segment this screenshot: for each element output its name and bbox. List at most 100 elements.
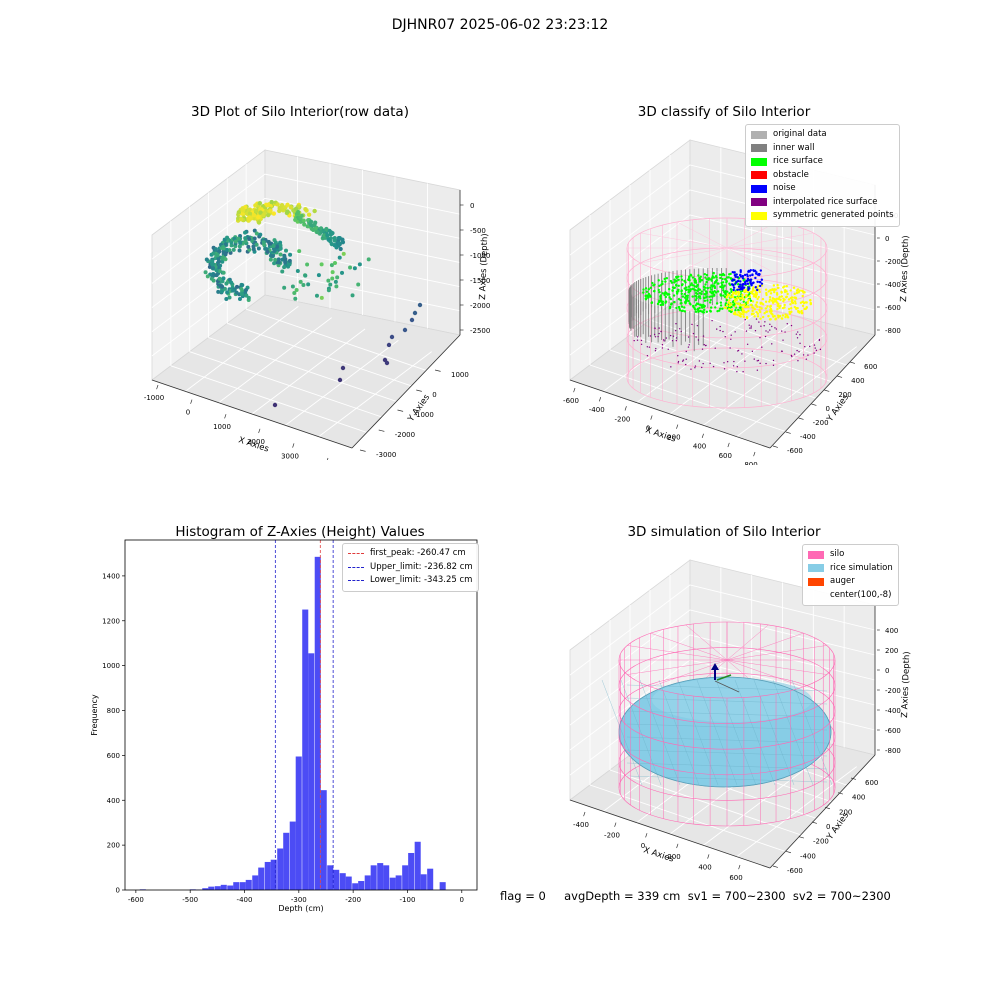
rice-surface-point xyxy=(697,310,700,313)
data-point xyxy=(324,226,329,232)
auger-line xyxy=(714,680,740,693)
symmetric-point xyxy=(733,299,737,303)
data-point xyxy=(229,280,234,285)
silo-roof-spoke xyxy=(650,632,728,661)
rice-surface-point xyxy=(721,277,724,281)
data-point xyxy=(326,237,331,242)
interpolated-point xyxy=(754,330,757,332)
rice-surface-point xyxy=(696,283,699,287)
symmetric-point xyxy=(777,302,780,306)
symmetric-point xyxy=(753,308,756,311)
panel1-y-tick-label: 0 xyxy=(432,391,436,399)
legend-entry: rice simulation xyxy=(808,562,893,576)
data-point xyxy=(265,249,270,254)
interpolated-point xyxy=(658,332,660,335)
rice-surface-point xyxy=(668,306,672,310)
rice-surface-point xyxy=(675,306,678,310)
rice-surface-point xyxy=(693,285,696,288)
x-axis-line xyxy=(151,379,353,449)
rice-surface-point xyxy=(708,301,712,304)
interpolated-point xyxy=(677,362,679,364)
panel4-y-tick-label: -200 xyxy=(813,838,829,846)
data-point xyxy=(278,246,283,251)
data-point xyxy=(335,275,340,280)
symmetric-point xyxy=(747,298,751,302)
symmetric-point xyxy=(745,311,748,314)
symmetric-point xyxy=(756,315,760,318)
interpolated-point xyxy=(711,319,713,322)
noise-point xyxy=(754,276,757,280)
data-point xyxy=(329,242,334,247)
interpolated-point xyxy=(807,354,809,356)
histogram-bar xyxy=(252,875,259,890)
noise-point xyxy=(736,276,739,279)
panel4-x-tick-mark xyxy=(738,864,741,870)
symmetric-point xyxy=(764,288,768,291)
panel1-x-tick-label: 2000 xyxy=(247,438,265,446)
symmetric-point xyxy=(763,311,766,315)
symmetric-point xyxy=(747,309,750,313)
data-point xyxy=(333,260,338,265)
legend-entry: obstacle xyxy=(751,169,894,183)
rice-surface-point xyxy=(659,297,662,300)
interpolated-point xyxy=(704,344,707,347)
data-point xyxy=(308,222,314,228)
interpolated-point xyxy=(653,333,656,336)
data-point xyxy=(253,203,258,208)
rice-surface-point xyxy=(677,275,680,278)
mesh-line xyxy=(715,679,757,786)
interpolated-point xyxy=(687,346,690,348)
interpolated-point xyxy=(744,319,746,321)
rice-surface-point xyxy=(722,289,725,292)
data-point xyxy=(273,257,278,262)
rice-surface-point xyxy=(642,291,645,294)
data-point xyxy=(357,262,362,267)
interpolated-point xyxy=(671,339,674,342)
rice-surface-point xyxy=(721,283,724,287)
panel2-z-tick-label: -600 xyxy=(885,304,901,312)
panel2-x-tick-label: 200 xyxy=(667,434,680,442)
panel1-points xyxy=(203,199,423,408)
panel2-x-tick-mark xyxy=(676,424,679,429)
rice-surface-point xyxy=(704,293,707,296)
rice-surface-point xyxy=(664,295,668,299)
rice-surface-point xyxy=(687,276,691,279)
data-point xyxy=(301,283,306,288)
outlier-point xyxy=(389,334,395,340)
data-point xyxy=(273,240,278,245)
data-point xyxy=(277,208,282,214)
histogram-bar xyxy=(420,874,427,890)
noise-point xyxy=(743,273,747,277)
interpolated-point xyxy=(649,335,652,337)
interpolated-point xyxy=(701,366,703,369)
data-point xyxy=(234,290,239,295)
data-point xyxy=(223,252,228,257)
silo-spoke xyxy=(726,247,814,264)
symmetric-point xyxy=(777,286,780,290)
symmetric-point xyxy=(742,313,745,316)
symmetric-point xyxy=(758,309,761,312)
symmetric-point xyxy=(809,302,812,306)
panel2-x-tick-label: -400 xyxy=(589,406,605,414)
interpolated-point xyxy=(633,339,635,342)
panel4-z-tick-label: -400 xyxy=(885,707,901,715)
symmetric-point xyxy=(790,296,794,299)
y-axis-line xyxy=(769,754,876,869)
rice-surface-point xyxy=(681,295,685,298)
interpolated-point xyxy=(719,329,721,332)
symmetric-point xyxy=(729,295,732,299)
data-point xyxy=(305,262,310,267)
noise-point xyxy=(733,273,737,277)
legend-swatch xyxy=(751,130,767,139)
rice-surface-point xyxy=(709,309,712,313)
legend-label: obstacle xyxy=(773,169,809,180)
rice-surface-point xyxy=(725,280,728,284)
rice-surface-point xyxy=(683,292,686,296)
rice-surface-point xyxy=(710,284,713,287)
data-point xyxy=(216,289,221,294)
interpolated-point xyxy=(636,339,639,341)
data-point xyxy=(329,263,334,268)
data-point xyxy=(231,247,236,252)
interpolated-point xyxy=(795,333,798,335)
panel4-x-tick-mark xyxy=(614,822,617,827)
